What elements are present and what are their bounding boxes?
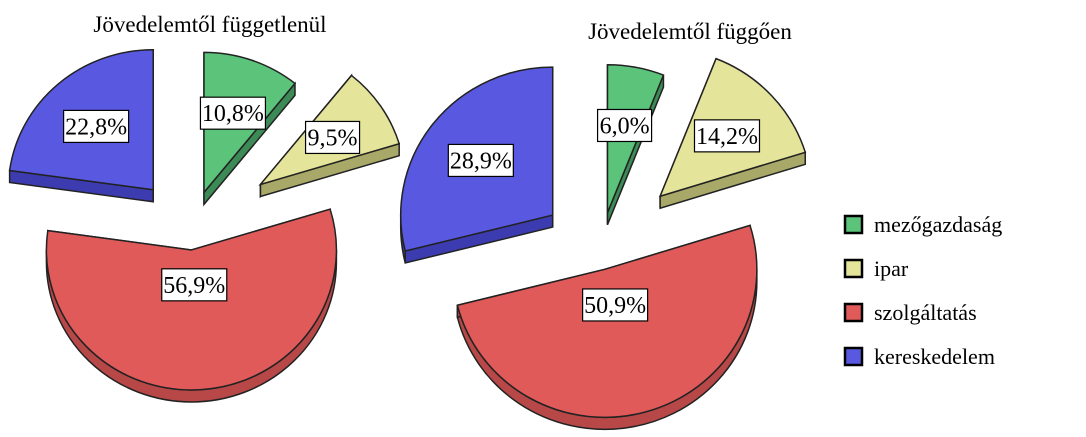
data-label-ipar: 9,5% (304, 120, 361, 155)
data-label-text: 9,5% (308, 125, 358, 151)
data-label-text: 28,9% (450, 148, 512, 174)
chart2-title: Jövedelemtől függően (588, 19, 792, 44)
legend-label: ipar (874, 256, 909, 281)
legend-label: mezőgazdaság (874, 212, 1002, 237)
data-label-box (199, 96, 267, 130)
data-label-mezogazdasag: 6,0% (596, 108, 653, 143)
legend: mezőgazdaság ipar szolgáltatás kereskedelem (843, 212, 1002, 369)
data-label-kereskedelem: 28,9% (447, 143, 514, 178)
data-label-szolgaltatas: 50,9% (582, 288, 649, 322)
data-label-box (63, 109, 130, 144)
data-label-text: 6,0% (600, 113, 650, 139)
legend-swatch (843, 302, 864, 323)
legend-item-szolgaltatas: szolgáltatás (843, 300, 977, 325)
legend-label: szolgáltatás (874, 300, 977, 325)
data-label-kereskedelem: 22,8% (63, 109, 130, 144)
data-label-text: 14,2% (696, 124, 758, 150)
slice-szolgaltatas (45, 208, 338, 403)
data-label-ipar: 14,2% (693, 119, 761, 153)
data-label-text: 22,8% (65, 114, 127, 140)
pie-chart-2: 6,0% 14,2% 50,9% 28,9% (399, 57, 807, 431)
data-label-mezogazdasag: 10,8% (199, 96, 267, 130)
data-label-box (596, 108, 653, 143)
legend-swatch (843, 346, 864, 367)
data-label-box (447, 143, 514, 178)
legend-item-ipar: ipar (843, 256, 909, 281)
data-label-text: 56,9% (163, 273, 225, 299)
data-label-box (161, 268, 228, 302)
data-label-text: 10,8% (202, 101, 264, 127)
data-label-box (582, 288, 649, 322)
legend-item-mezogazdasag: mezőgazdaság (843, 212, 1002, 237)
data-label-text: 50,9% (584, 293, 646, 319)
legend-swatch (843, 214, 864, 235)
chart1-title: Jövedelemtől függetlenül (93, 12, 326, 37)
slice-mezogazdasag (606, 63, 665, 225)
slice-szolgaltatas (456, 224, 758, 431)
pie-chart-1: 10,8% 9,5% 56,9% 22,8% (8, 49, 401, 403)
legend-label: kereskedelem (874, 344, 995, 369)
data-label-box (304, 120, 361, 155)
data-label-box (693, 119, 761, 153)
legend-item-kereskedelem: kereskedelem (843, 344, 995, 369)
legend-swatch (843, 258, 864, 279)
data-label-szolgaltatas: 56,9% (161, 268, 228, 302)
